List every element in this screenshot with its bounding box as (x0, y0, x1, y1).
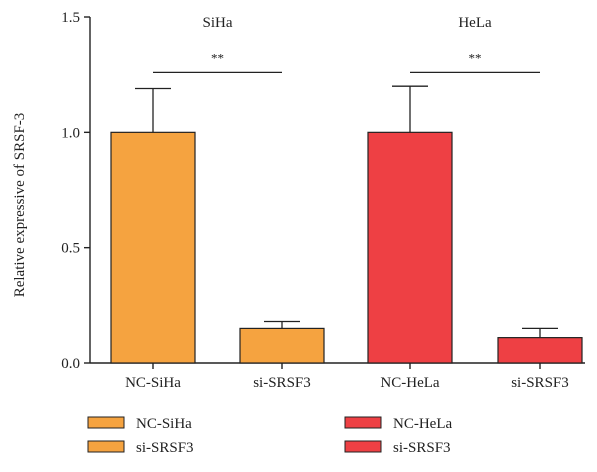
x-tick-label: NC-SiHa (125, 375, 181, 391)
significance-marker-0: ** (211, 50, 224, 65)
y-tick-label: 0.0 (61, 356, 80, 372)
legend-label-3: si-SRSF3 (393, 440, 451, 456)
x-tick-label: NC-HeLa (380, 375, 439, 391)
bar-3 (497, 337, 583, 364)
legend-label-0: NC-SiHa (136, 416, 192, 432)
bar-0 (110, 131, 196, 364)
axes: 0.0 0.5 1.0 1.5 Relative expressive of SRSF-… (12, 10, 585, 391)
x-tick-label: si-SRSF3 (253, 375, 311, 391)
x-tick-label: si-SRSF3 (511, 375, 569, 391)
legend-label-2: NC-HeLa (393, 416, 452, 432)
group-label-0: SiHa (203, 15, 233, 31)
legend-swatch-3 (344, 440, 382, 453)
annotations: SiHa HeLa ** ** (153, 15, 540, 73)
legend-label-1: si-SRSF3 (136, 440, 194, 456)
bars (110, 85, 583, 364)
y-axis-label: Relative expressive of SRSF-3 (12, 113, 28, 298)
y-tick-label: 1.5 (61, 10, 80, 26)
bar-1 (239, 327, 325, 364)
legend-swatch-2 (344, 416, 382, 429)
legend: NC-SiHa si-SRSF3 NC-HeLa si-SRSF3 (87, 416, 452, 456)
significance-marker-1: ** (469, 50, 482, 65)
y-tick-label: 1.0 (61, 125, 80, 141)
legend-swatch-1 (87, 440, 125, 453)
legend-swatch-0 (87, 416, 125, 429)
group-label-1: HeLa (458, 15, 492, 31)
y-tick-label: 0.5 (61, 241, 80, 257)
bar-2 (367, 131, 453, 364)
